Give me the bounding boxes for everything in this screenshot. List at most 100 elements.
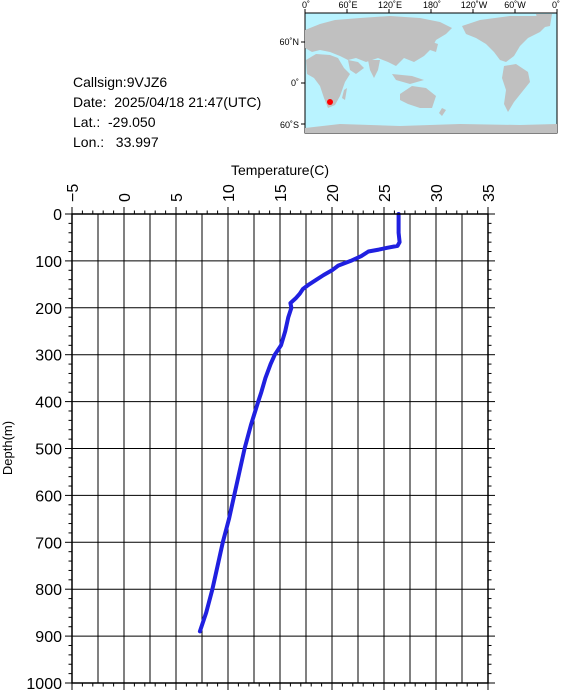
x-tick-labels: −5 0 5 10 15 20 25 30 35 — [65, 184, 498, 202]
profile-point — [243, 446, 247, 451]
map-label-120w: 120˚W — [461, 0, 488, 10]
map-land-antarctica — [305, 124, 557, 133]
profile-point — [377, 248, 381, 252]
station-marker — [327, 99, 333, 105]
x-tick-label: 25 — [377, 184, 394, 202]
x-tick-label: 5 — [169, 193, 186, 202]
profile-point — [298, 292, 302, 296]
map-label-0: 0˚ — [302, 0, 310, 10]
y-tick-label: 200 — [35, 301, 62, 318]
profile-point — [210, 587, 214, 591]
map-frame-ticks — [301, 9, 558, 125]
profile-point — [263, 376, 268, 380]
profile-point — [336, 263, 340, 268]
profile-point — [301, 287, 305, 291]
profile-point — [237, 470, 242, 474]
profile-point — [198, 629, 202, 634]
x-tick-label: 20 — [325, 184, 342, 202]
map-land-south-america — [502, 64, 530, 112]
map-label-120e: 120˚E — [378, 0, 402, 10]
latitude-text: Lat.: -29.050 — [73, 114, 156, 130]
y-tick-label: 900 — [35, 629, 62, 646]
y-tick-label: 600 — [35, 488, 62, 505]
x-axis-title: Temperature(C) — [231, 162, 329, 178]
profile-point — [396, 231, 401, 235]
profile-point — [216, 564, 220, 568]
map-land-madagascar — [342, 88, 347, 100]
x-tick-label: −5 — [65, 184, 82, 202]
map-land-north-america — [462, 16, 548, 62]
profile-point — [396, 221, 401, 225]
profile-point — [256, 400, 260, 404]
date-text: Date: 2025/04/18 21:47(UTC) — [73, 94, 262, 110]
map-label-60s: 60˚S — [280, 120, 299, 130]
y-tick-label: 400 — [35, 395, 62, 412]
y-tick-label: 800 — [35, 582, 62, 599]
profile-point — [385, 246, 389, 250]
map-label-60e: 60˚E — [338, 0, 357, 10]
y-tick-labels: 0 100 200 300 400 500 600 700 800 900 1000 — [26, 207, 62, 690]
y-tick-label: 100 — [35, 254, 62, 271]
map-label-60n: 60˚N — [279, 37, 299, 47]
map-top-labels: 0˚ 60˚E 120˚E 180˚ 120˚W 60˚W 0˚ — [302, 0, 560, 10]
map-land-greenland — [536, 14, 552, 28]
map-land-australia — [400, 86, 436, 108]
map-land-india — [368, 60, 380, 78]
profile-point — [286, 315, 290, 319]
map-land-japan — [430, 42, 438, 52]
y-tick-label: 300 — [35, 348, 62, 365]
profile-point — [283, 329, 287, 333]
y-axis-title: Depth(m) — [0, 421, 15, 475]
x-tick-label: 0 — [117, 193, 134, 202]
map-land-africa — [306, 54, 350, 108]
map-land-arabia — [348, 60, 364, 74]
profile-point — [395, 244, 400, 248]
profile-point — [359, 254, 363, 258]
y-tick-label: 0 — [53, 207, 62, 224]
map-label-180: 180˚ — [423, 0, 441, 10]
profile-point — [259, 390, 263, 394]
x-tick-label: 35 — [481, 184, 498, 202]
profile-point — [289, 306, 294, 310]
profile-point — [349, 259, 353, 263]
profile-point — [204, 611, 208, 615]
map-land-indonesia — [392, 74, 424, 84]
profile-point — [279, 343, 283, 347]
profile-point — [330, 268, 334, 272]
profile-point — [294, 296, 298, 301]
profile-point — [232, 493, 236, 497]
temperature-profile-line — [197, 212, 402, 634]
chart-grid — [71, 213, 489, 684]
chart-frame — [71, 213, 489, 684]
profile-point — [322, 273, 326, 277]
profile-point — [249, 423, 253, 427]
profile-point — [221, 540, 225, 544]
map-land-new-zealand — [439, 108, 446, 116]
station-info: Callsign:9VJZ6 Date: 2025/04/18 21:47(UT… — [73, 72, 261, 152]
profile-point — [307, 282, 311, 286]
map-land-eurasia — [305, 16, 452, 66]
callsign-text: Callsign:9VJZ6 — [73, 74, 168, 90]
map-label-360: 0˚ — [552, 0, 560, 10]
y-tick-label: 500 — [35, 442, 62, 459]
profile-point — [227, 517, 231, 521]
profile-point — [398, 240, 402, 244]
profile-point — [269, 362, 273, 366]
y-tick-label: 1000 — [26, 676, 62, 690]
y-tick-label: 700 — [35, 535, 62, 552]
x-tick-label: 30 — [429, 184, 446, 202]
profile-points — [198, 212, 402, 634]
x-tick-label: 10 — [221, 184, 238, 202]
x-tick-label: 15 — [273, 184, 290, 202]
map-label-60w: 60˚W — [504, 0, 526, 10]
profile-point — [273, 353, 277, 357]
map-left-labels: 60˚N 0˚ 60˚S — [279, 37, 299, 130]
profile-point — [288, 301, 292, 305]
map-land — [305, 14, 557, 133]
map-label-equator: 0˚ — [291, 78, 299, 88]
profile-point — [366, 249, 370, 254]
profile-point — [314, 278, 318, 282]
longitude-text: Lon.: 33.997 — [73, 134, 159, 150]
